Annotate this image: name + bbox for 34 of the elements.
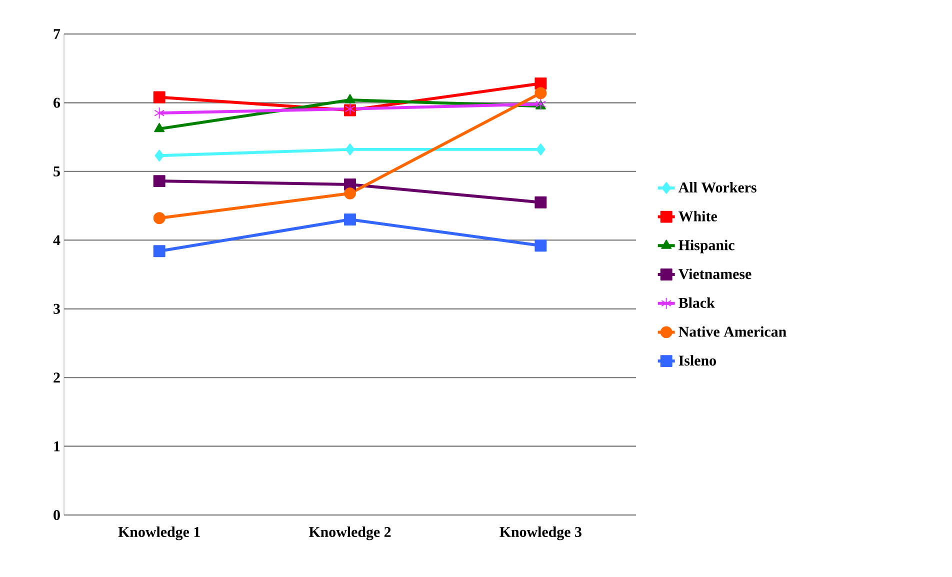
point: [345, 143, 355, 156]
x-tick-label: Knowledge 1: [118, 526, 200, 540]
point: [534, 196, 547, 208]
point: [536, 143, 546, 156]
y-tick-label: 3: [54, 304, 60, 314]
y-tick-label: 0: [54, 510, 60, 520]
y-tick-label: 1: [54, 441, 60, 452]
x-tick-label: Knowledge 3: [500, 526, 582, 540]
y-tick-label: 5: [54, 166, 60, 176]
y-tick-label: 7: [54, 29, 60, 39]
legend-label: All Workers: [678, 182, 756, 193]
legend-label: Black: [678, 297, 715, 308]
point: [154, 150, 164, 162]
point: [344, 214, 356, 226]
legend-label: White: [678, 210, 717, 222]
point: [153, 212, 166, 224]
legend-label: Isleno: [678, 355, 716, 366]
point: [153, 91, 166, 104]
point: [534, 240, 547, 252]
legend-label: Vietnamese: [678, 268, 752, 280]
point: [154, 122, 165, 132]
point: [534, 87, 547, 100]
point: [154, 107, 165, 119]
point: [153, 175, 166, 188]
legend-label: Hispanic: [678, 240, 734, 254]
y-tick-label: 4: [53, 235, 60, 246]
point: [153, 245, 166, 258]
point: [534, 77, 547, 90]
x-tick-label: Knowledge 2: [308, 526, 391, 540]
point: [344, 187, 356, 200]
point: [344, 94, 356, 104]
legend-label: Native American: [678, 326, 786, 337]
y-tick-label: 6: [54, 98, 60, 108]
y-tick-label: 2: [54, 372, 60, 383]
